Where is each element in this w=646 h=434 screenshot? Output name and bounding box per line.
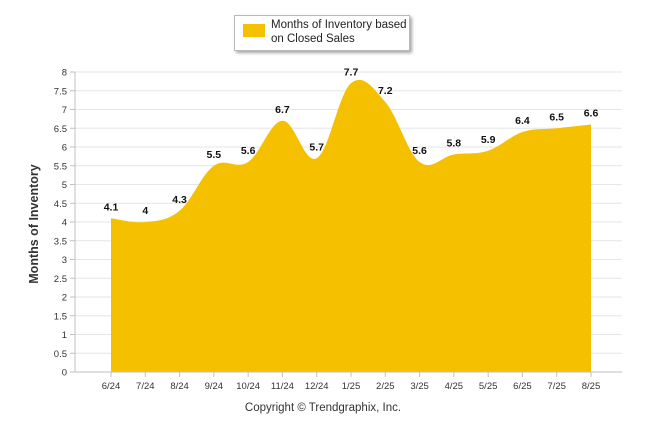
- x-tick-label: 4/25: [445, 381, 464, 392]
- x-axis-ticks: 6/24 7/24 8/24 9/24 10/24 11/24 12/24 1/25 2/25 3…: [75, 371, 622, 392]
- x-tick-label: 6/25: [513, 381, 532, 392]
- y-tick-label: 8: [62, 68, 67, 79]
- y-tick-label: 1: [62, 330, 67, 341]
- y-tick-label: 1.5: [54, 311, 67, 322]
- x-tick-label: 5/25: [479, 381, 498, 392]
- y-tick-label: 0: [62, 368, 67, 379]
- data-label: 5.9: [481, 134, 496, 146]
- y-tick-label: 6: [62, 143, 67, 154]
- copyright-text: Copyright © Trendgraphix, Inc.: [244, 402, 402, 414]
- data-label: 7.2: [378, 85, 393, 97]
- y-tick-label: 7.5: [54, 86, 67, 97]
- y-tick-label: 5: [62, 180, 67, 191]
- data-label: 6.6: [584, 108, 599, 120]
- data-labels: 4.1 4 4.3 5.5 5.6 6.7 5.7 7.7 7.2 5.6 5.8 5.9 6.4 6.5…: [104, 66, 599, 217]
- y-tick-label: 4.5: [54, 199, 67, 210]
- x-tick-label: 6/24: [102, 381, 121, 392]
- y-axis-label: Months of Inventory: [27, 164, 41, 284]
- data-label: 6.7: [275, 104, 290, 116]
- x-tick-label: 7/24: [136, 381, 155, 392]
- data-label: 5.5: [207, 149, 222, 161]
- x-tick-label: 2/25: [376, 381, 395, 392]
- y-tick-label: 3: [62, 255, 67, 266]
- data-label: 4: [142, 205, 148, 217]
- y-tick-label: 2: [62, 293, 67, 304]
- x-tick-label: 1/25: [342, 381, 361, 392]
- y-tick-label: 0.5: [54, 349, 67, 360]
- legend-label: Months of Inventory based on Closed Sale…: [271, 19, 407, 45]
- data-label: 6.4: [515, 115, 530, 127]
- y-tick-label: 6.5: [54, 124, 67, 135]
- data-label: 7.7: [344, 66, 359, 78]
- y-tick-label: 2.5: [54, 274, 67, 285]
- y-tick-label: 7: [62, 105, 67, 116]
- x-tick-label: 9/24: [205, 381, 224, 392]
- legend: Months of Inventory based on Closed Sale…: [234, 15, 410, 51]
- y-tick-label: 4: [62, 218, 67, 229]
- x-tick-label: 8/25: [582, 381, 601, 392]
- y-axis-ticks: 0 0.5 1 1.5 2 2.5 3 3.5 4 4.5 5 5.5 6 6.5 7 7.5 8: [54, 68, 76, 379]
- y-tick-label: 5.5: [54, 161, 67, 172]
- x-tick-label: 10/24: [236, 381, 260, 392]
- legend-swatch: [243, 24, 265, 37]
- x-tick-label: 7/25: [547, 381, 566, 392]
- area-series: [111, 79, 591, 372]
- data-label: 5.6: [412, 145, 427, 157]
- x-tick-label: 3/25: [410, 381, 429, 392]
- area-fill: [111, 79, 591, 372]
- data-label: 4.1: [104, 201, 119, 213]
- data-label: 5.6: [241, 145, 256, 157]
- data-label: 6.5: [549, 111, 564, 123]
- x-tick-label: 11/24: [271, 381, 294, 392]
- x-tick-label: 12/24: [305, 381, 329, 392]
- y-tick-label: 3.5: [54, 236, 67, 247]
- data-label: 5.8: [447, 138, 462, 150]
- x-tick-label: 8/24: [170, 381, 189, 392]
- data-label: 4.3: [172, 194, 187, 206]
- data-label: 5.7: [309, 141, 324, 153]
